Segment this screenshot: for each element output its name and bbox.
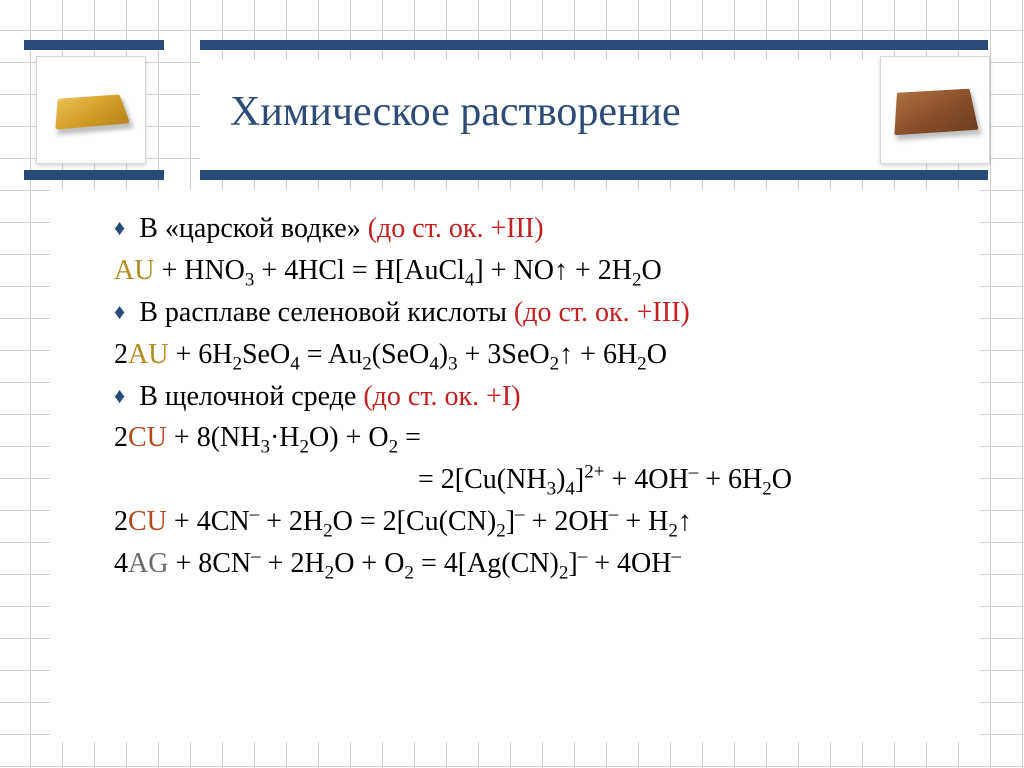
bullet-line: В щелочной среде (до ст. ок. +I) xyxy=(78,376,952,417)
image-copper-plate xyxy=(880,56,990,164)
bullet-line: В «царской водке» (до ст. ок. +III) xyxy=(78,208,952,249)
equation-line: AU + HNO3 + 4HCl = H[AuCl4] + NO↑ + 2H2O xyxy=(78,249,952,291)
equation-line: 2CU + 4CN– + 2H2O = 2[Cu(CN)2]– + 2OH– +… xyxy=(78,500,952,542)
gold-bar-icon xyxy=(55,94,130,129)
equation-line: 4AG + 8CN– + 2H2O + O2 = 4[Ag(CN)2]– + 4… xyxy=(78,543,952,584)
copper-plate-icon xyxy=(894,89,978,136)
equation-line: 2CU + 8(NH3·H2O) + O2 = xyxy=(78,417,952,458)
accent-bar xyxy=(200,40,988,50)
equation-line: 2AU + 6H2SeO4 = Au2(SeO4)3 + 3SeO2↑ + 6H… xyxy=(78,333,952,375)
bullet-line: В расплаве селеновой кислоты (до ст. ок.… xyxy=(78,292,952,333)
accent-bar xyxy=(24,170,164,180)
accent-bar xyxy=(200,170,988,180)
image-gold-bar xyxy=(36,56,146,164)
accent-bar xyxy=(24,40,164,50)
slide-background: Химическое растворение В «царской водке»… xyxy=(0,0,1024,768)
equation-line: = 2[Cu(NH3)4]2+ + 4OH– + 6H2O xyxy=(78,459,952,500)
body-box: В «царской водке» (до ст. ок. +III)AU + … xyxy=(50,190,980,742)
slide-title: Химическое растворение xyxy=(230,88,681,136)
